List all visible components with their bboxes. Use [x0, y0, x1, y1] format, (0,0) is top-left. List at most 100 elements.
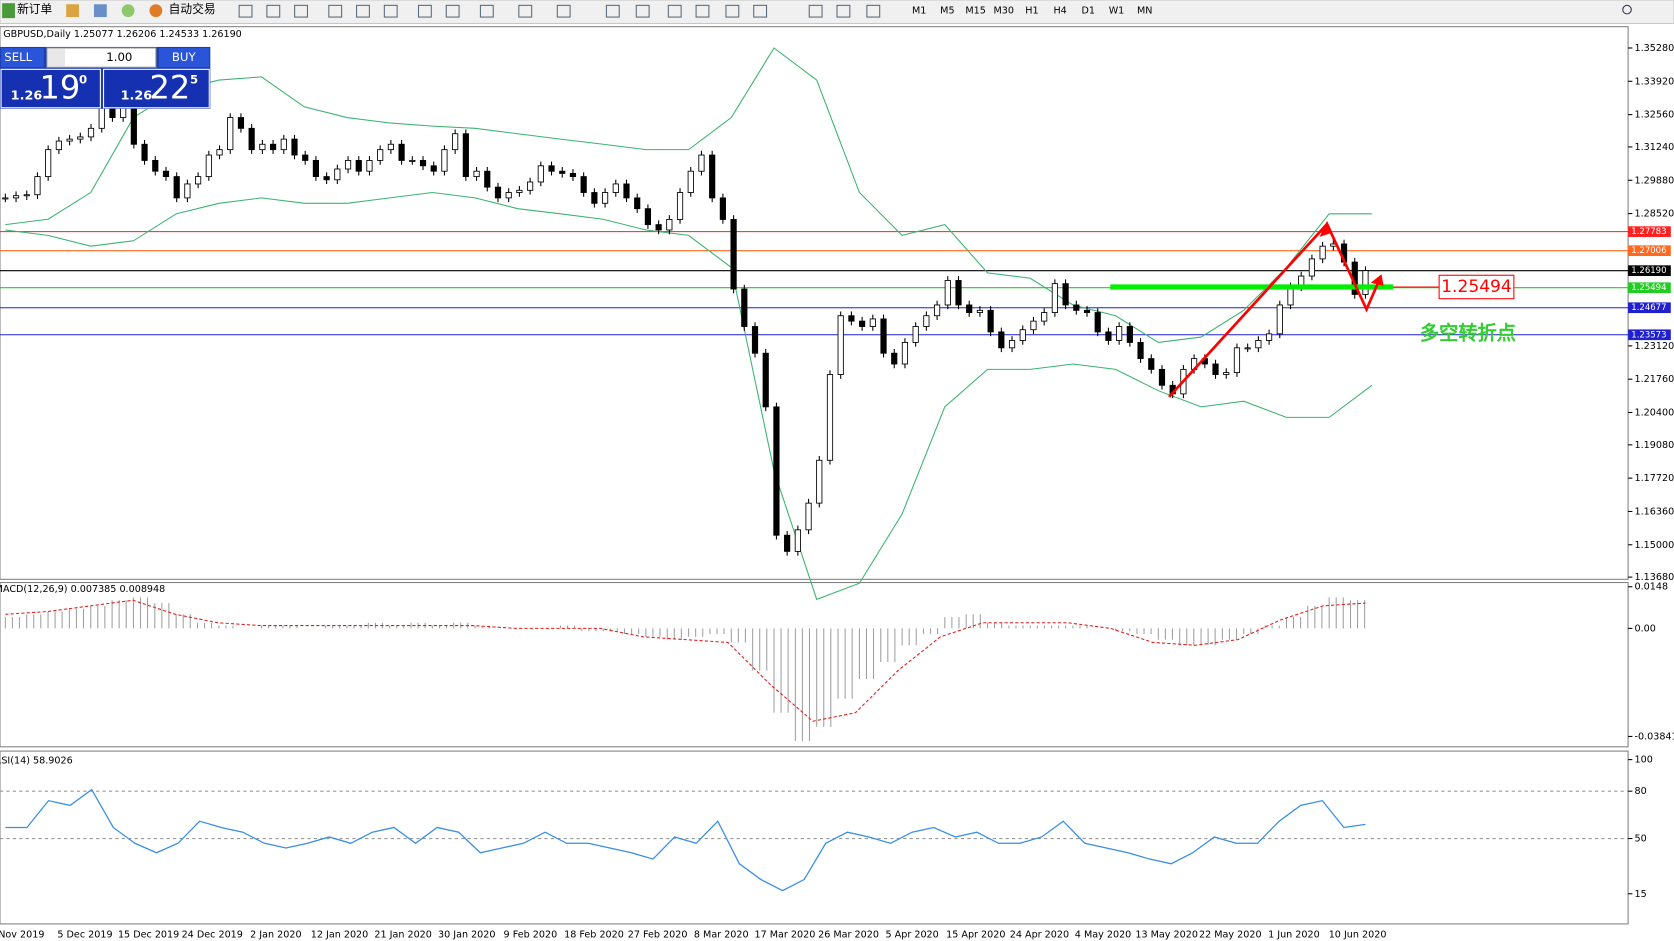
price-label: 1.27006 [1631, 246, 1666, 256]
y-tick-label: 0.00 [1634, 623, 1655, 634]
candle [312, 159, 320, 178]
icon[interactable] [93, 4, 107, 18]
lots-dropdown[interactable] [48, 49, 66, 67]
candle [601, 192, 609, 204]
timeframe[interactable]: W1 [1109, 6, 1125, 17]
candle [987, 309, 994, 333]
auto-trading[interactable]: 自动交易 [169, 2, 216, 16]
tool-icon[interactable] [479, 4, 494, 18]
lots-input[interactable] [46, 47, 157, 68]
ask-prefix: 1.26 [121, 89, 153, 104]
timeframe[interactable]: H1 [1025, 6, 1038, 17]
y-tick-label: 1.35280 [1634, 43, 1674, 54]
buy-button[interactable] [159, 48, 210, 68]
auto-trading-icon[interactable] [149, 4, 163, 18]
tool-icon[interactable] [667, 4, 682, 18]
tool-icon[interactable] [238, 4, 253, 18]
candle [730, 219, 737, 290]
candle [955, 280, 962, 306]
candle [55, 140, 62, 151]
tool-icon[interactable] [356, 4, 370, 18]
candle [419, 159, 427, 167]
new-order[interactable]: 新订单 [17, 2, 52, 16]
candle [612, 183, 619, 193]
candle [891, 352, 898, 365]
tool-icon[interactable] [328, 4, 343, 18]
candle [1308, 258, 1316, 277]
candle [751, 326, 759, 354]
buy[interactable]: BUY [172, 50, 197, 64]
tool-icon[interactable] [266, 4, 281, 18]
y-tick-label: 50 [1634, 834, 1646, 845]
lots[interactable]: 1.00 [106, 50, 132, 64]
search-icon[interactable] [1622, 4, 1632, 15]
candle [205, 154, 212, 178]
bid-box[interactable] [0, 68, 101, 109]
tool-icon[interactable] [725, 4, 740, 18]
timeframe[interactable]: M15 [965, 6, 986, 17]
tool-icon[interactable] [866, 4, 881, 18]
x-tick-label: 26 Mar 2020 [818, 930, 879, 941]
candle [323, 176, 330, 181]
timeframe[interactable]: M30 [994, 6, 1015, 17]
tool-icon[interactable] [605, 4, 620, 18]
candle [580, 176, 587, 193]
candle [933, 304, 941, 317]
timeframe[interactable]: M1 [912, 6, 926, 17]
x-tick-label: 10 Jun 2020 [1329, 930, 1387, 941]
plot: Nov 2019 5 Dec 2019 15 Dec 2019 24 Dec 2019… [0, 43, 1674, 941]
new-order-icon[interactable] [2, 3, 15, 19]
tool-icon[interactable] [556, 4, 571, 18]
candle [141, 143, 148, 161]
candle [784, 534, 791, 552]
timeframe[interactable]: H4 [1053, 6, 1066, 17]
timeframe[interactable]: M5 [940, 6, 954, 17]
candle [2, 197, 9, 200]
tool-icon[interactable] [753, 4, 768, 18]
candle [848, 315, 855, 322]
tool-icon[interactable] [635, 4, 650, 18]
x-tick-label: 9 Feb 2020 [504, 930, 558, 941]
icon[interactable] [66, 4, 80, 18]
icon[interactable] [121, 4, 135, 18]
candle [1276, 304, 1283, 335]
candle [623, 183, 630, 199]
bid-prefix: 1.26 [11, 89, 43, 104]
candle [1062, 283, 1069, 306]
tool-icon[interactable] [808, 4, 823, 18]
tool-icon[interactable] [445, 4, 460, 18]
sell-button[interactable] [1, 48, 44, 68]
tool-icon[interactable] [836, 4, 851, 18]
tool-icon[interactable] [417, 4, 432, 18]
rsi-panel [0, 750, 1629, 925]
level-box [1438, 274, 1515, 300]
candle [259, 143, 266, 151]
signal-line [5, 599, 1366, 722]
candle [1148, 358, 1155, 370]
timeframe[interactable]: MN [1137, 6, 1152, 17]
candle [248, 127, 255, 151]
ask-big: 22 [149, 69, 190, 107]
tool-icon[interactable] [294, 4, 309, 18]
price-label: 1.26190 [1631, 266, 1666, 276]
candle [505, 192, 512, 199]
tool-icon[interactable] [518, 4, 533, 18]
candle [837, 315, 844, 375]
candle [634, 197, 641, 210]
candle [1212, 363, 1219, 375]
tool-icon[interactable] [695, 4, 710, 18]
candle [666, 219, 673, 231]
timeframe[interactable]: D1 [1082, 6, 1096, 17]
candle [826, 374, 834, 461]
ask-box[interactable] [103, 68, 210, 109]
chart-title: GBPUSD,Daily 1.25077 1.26206 1.24533 1.2… [3, 29, 242, 40]
tool-icon[interactable] [383, 4, 398, 18]
candle [237, 117, 245, 129]
rsi-title: RSI(14) 58.9026 [0, 756, 73, 767]
x-tick-label: 13 May 2020 [1135, 930, 1198, 941]
x-tick-label: 12 Jan 2020 [311, 930, 369, 941]
y-tick-label: 1.17720 [1634, 473, 1674, 484]
sell[interactable]: SELL [4, 50, 32, 64]
y-tick-label: 1.20400 [1634, 408, 1674, 419]
y-tick-label: 1.16360 [1634, 506, 1674, 517]
